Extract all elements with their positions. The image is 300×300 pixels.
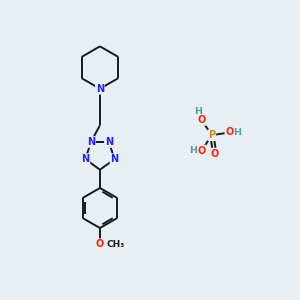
- Text: O: O: [211, 148, 219, 158]
- Text: N: N: [81, 154, 89, 164]
- Text: N: N: [87, 137, 95, 147]
- Text: P: P: [208, 130, 215, 140]
- Text: H: H: [195, 107, 203, 116]
- Text: O: O: [197, 146, 206, 156]
- Text: O: O: [225, 127, 234, 137]
- Text: N: N: [110, 154, 118, 164]
- Text: O: O: [96, 239, 104, 249]
- Text: N: N: [96, 84, 104, 94]
- Text: H: H: [190, 146, 198, 155]
- Text: CH₃: CH₃: [106, 240, 125, 249]
- Text: H: H: [233, 128, 242, 137]
- Text: N: N: [105, 137, 113, 147]
- Text: O: O: [197, 115, 206, 125]
